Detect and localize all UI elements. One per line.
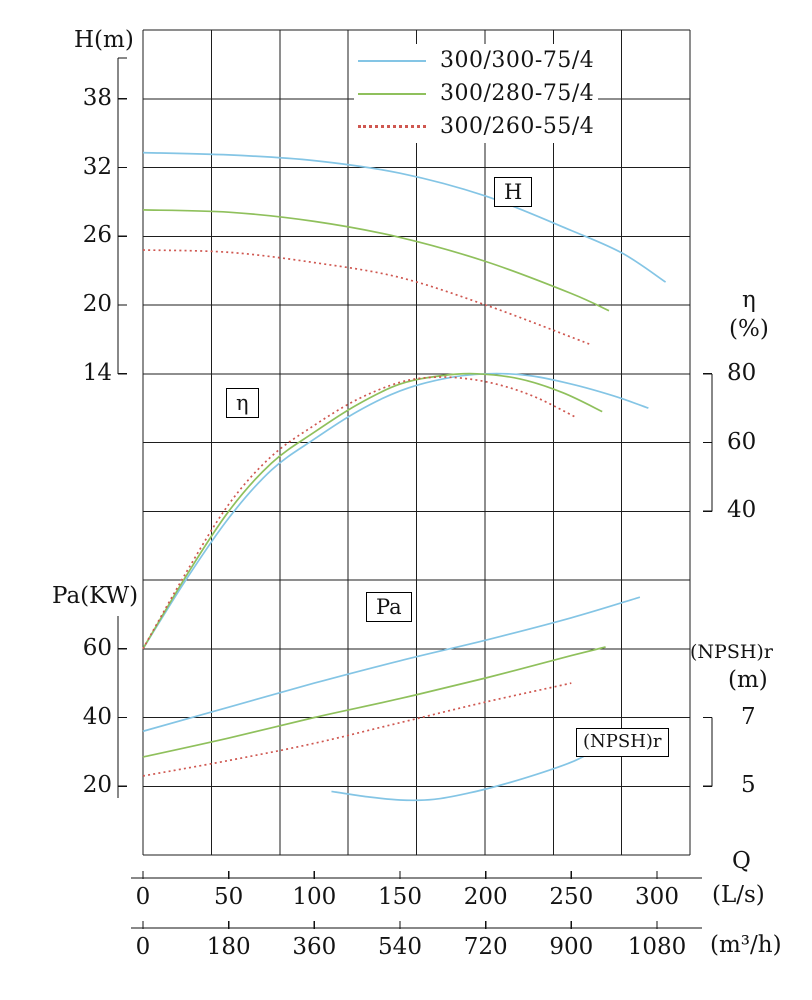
curve-H-300/280-75/4: [142, 209, 610, 312]
pa-tick-40: 40: [82, 703, 112, 730]
pa-tick-60: 60: [82, 634, 112, 661]
npsh-axis-unit: (m): [728, 667, 768, 693]
eta-axis-title: η: [742, 287, 756, 313]
grid-lines: [142, 29, 691, 856]
q-unit-m3h: (m³/h): [710, 932, 782, 958]
q-m3h-tick-720: 720: [463, 934, 508, 960]
q-m3h-tick-360: 360: [292, 934, 337, 960]
eta-tick-40: 40: [727, 497, 757, 524]
pa-tick-20: 20: [82, 772, 112, 799]
eta-axis-bracket: [703, 373, 713, 512]
legend: 300/300-75/4 300/280-75/4 300/260-55/4: [354, 44, 599, 143]
curve-Pa-300/260-55/4: [142, 682, 572, 777]
q-ls-tick-250: 250: [549, 884, 594, 910]
legend-item-1: 300/280-75/4: [354, 77, 599, 110]
legend-line-sample-icon: [358, 59, 426, 62]
legend-label: 300/260-55/4: [440, 114, 595, 139]
q-ls-tick-300: 300: [635, 884, 679, 910]
q-axis-ls: [131, 871, 702, 879]
curve-eta-300/280-75/4: [142, 372, 603, 650]
npsh-tick-5: 5: [741, 772, 756, 799]
eta-tick-80: 80: [727, 359, 757, 386]
h-axis-title: H(m): [74, 27, 134, 53]
h-tick-14: 14: [82, 359, 112, 386]
q-ls-tick-200: 200: [463, 884, 508, 910]
pa-axis-title: Pa(KW): [52, 583, 139, 609]
curve-eta-300/260-55/4: [142, 376, 576, 650]
legend-label: 300/280-75/4: [440, 81, 595, 106]
h-axis-line: [117, 57, 127, 375]
q-m3h-tick-540: 540: [378, 934, 422, 960]
pa-axis-line: [117, 616, 127, 798]
q-ls-tick-150: 150: [378, 884, 422, 910]
q-axis-m3h: [131, 921, 702, 929]
q-unit-ls: (L/s): [712, 882, 765, 908]
h-tick-20: 20: [82, 291, 112, 317]
curve-NPSH-300/300-75/4: [331, 751, 593, 802]
q-ls-tick-50: 50: [214, 884, 244, 910]
npsh-curve-label: (NPSH)r: [576, 728, 669, 757]
curve-H-300/260-55/4: [142, 249, 593, 346]
eta-tick-60: 60: [727, 428, 757, 455]
q-m3h-tick-1080: 1080: [627, 934, 687, 960]
h-tick-38: 38: [82, 84, 112, 111]
legend-line-sample-icon: [358, 125, 426, 128]
h-tick-26: 26: [82, 222, 112, 249]
q-m3h-tick-900: 900: [549, 934, 594, 960]
legend-line-sample-icon: [358, 92, 426, 95]
npsh-axis-bracket: [703, 716, 713, 787]
q-ls-tick-0: 0: [135, 884, 151, 910]
curve-eta-300/300-75/4: [142, 372, 649, 650]
legend-item-0: 300/300-75/4: [354, 44, 599, 77]
curve-Pa-300/300-75/4: [142, 596, 641, 733]
npsh-tick-7: 7: [741, 703, 756, 730]
q-m3h-tick-0: 0: [135, 934, 151, 960]
q-axis-title: Q: [732, 848, 751, 874]
eta-curve-label: η: [226, 388, 259, 419]
curve-Pa-300/280-75/4: [142, 646, 606, 758]
npsh-axis-title: (NPSH)r: [690, 641, 773, 663]
h-curve-label: H: [494, 177, 533, 208]
eta-axis-unit: (%): [729, 316, 769, 342]
h-tick-32: 32: [82, 153, 112, 180]
pa-curve-label: Pa: [366, 592, 412, 623]
q-m3h-tick-180: 180: [206, 934, 251, 960]
legend-label: 300/300-75/4: [440, 48, 595, 73]
q-ls-tick-100: 100: [292, 884, 337, 910]
curve-H-300/300-75/4: [142, 151, 667, 283]
legend-item-2: 300/260-55/4: [354, 110, 599, 143]
